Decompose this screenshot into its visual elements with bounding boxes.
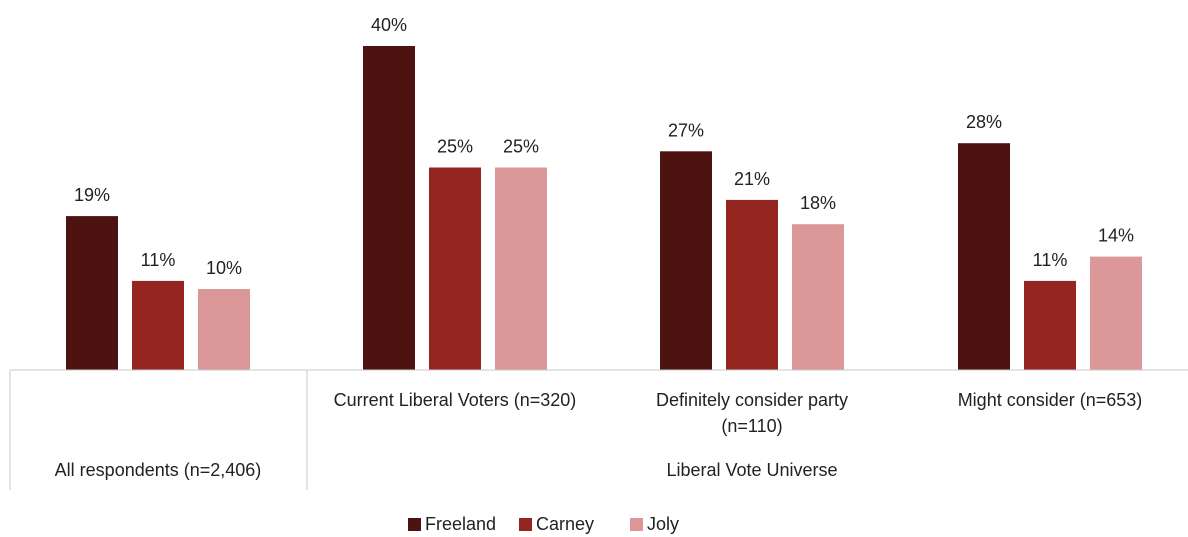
data-label-freeland-2: 40% <box>371 15 407 35</box>
data-label-joly-1: 10% <box>206 258 242 278</box>
bar-joly-1 <box>198 289 250 370</box>
bar-freeland-1 <box>66 216 118 370</box>
bar-joly-3 <box>792 224 844 370</box>
data-label-joly-2: 25% <box>503 137 539 157</box>
bar-joly-2 <box>495 167 547 370</box>
legend-label-joly: Joly <box>647 514 679 534</box>
x-axis: All respondents (n=2,406) Current Liberal… <box>9 369 1188 490</box>
category-label-2: Current Liberal Voters (n=320) <box>334 390 577 410</box>
bar-carney-2 <box>429 167 481 370</box>
legend: Freeland Carney Joly <box>408 514 679 534</box>
bar-freeland-4 <box>958 143 1010 370</box>
bar-freeland-3 <box>660 151 712 370</box>
data-label-freeland-1: 19% <box>74 185 110 205</box>
bar-joly-4 <box>1090 256 1142 370</box>
data-label-carney-4: 11% <box>1033 250 1068 270</box>
category-label-4: Might consider (n=653) <box>958 390 1143 410</box>
bar-freeland-2 <box>363 46 415 370</box>
legend-swatch-carney <box>519 518 532 531</box>
bar-carney-3 <box>726 199 778 370</box>
legend-swatch-freeland <box>408 518 421 531</box>
legend-swatch-joly <box>630 518 643 531</box>
data-label-carney-2: 25% <box>437 137 473 157</box>
category-group-label: Liberal Vote Universe <box>666 460 837 480</box>
category-label-1: All respondents (n=2,406) <box>55 460 262 480</box>
data-labels-layer: 19% 40% 27% 28% 11% 25% 21% 11% 10% 25% 18% 14% <box>74 15 1134 278</box>
data-label-joly-3: 18% <box>800 193 836 213</box>
data-label-joly-4: 14% <box>1098 226 1134 246</box>
bars-layer <box>66 46 1142 370</box>
data-label-freeland-3: 27% <box>668 120 704 140</box>
category-label-3: Definitely consider party (n=110) <box>656 390 848 436</box>
legend-label-carney: Carney <box>536 514 594 534</box>
data-label-carney-3: 21% <box>734 169 770 189</box>
data-label-freeland-4: 28% <box>966 112 1002 132</box>
bar-carney-4 <box>1024 280 1076 370</box>
bar-carney-1 <box>132 280 184 370</box>
data-label-carney-1: 11% <box>141 250 176 270</box>
legend-label-freeland: Freeland <box>425 514 496 534</box>
